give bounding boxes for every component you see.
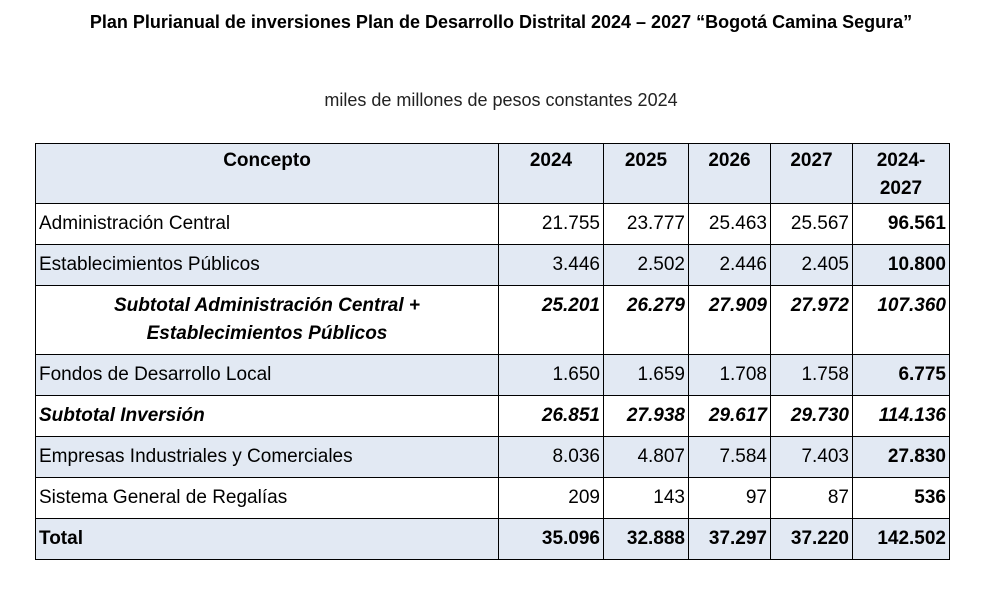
table-header-row: Concepto 2024 2025 2026 2027 2024-2027	[35, 143, 950, 204]
row-total: 27.830	[852, 436, 950, 478]
row-value-2027: 1.758	[770, 354, 853, 396]
row-value-2026: 7.584	[688, 436, 771, 478]
table-row: Establecimientos Públicos 3.446 2.502 2.…	[35, 244, 950, 286]
table-row-subtotal: Subtotal Inversión 26.851 27.938 29.617 …	[35, 395, 950, 437]
row-value-2024: 26.851	[498, 395, 604, 437]
row-concept: Subtotal Administración Central + Establ…	[35, 285, 499, 355]
table-row: Empresas Industriales y Comerciales 8.03…	[35, 436, 950, 478]
row-value-2025: 23.777	[603, 203, 689, 245]
row-value-2027: 27.972	[770, 285, 853, 355]
row-concept: Fondos de Desarrollo Local	[35, 354, 499, 396]
row-value-2024: 209	[498, 477, 604, 519]
row-value-2024: 8.036	[498, 436, 604, 478]
row-concept: Sistema General de Regalías	[35, 477, 499, 519]
row-value-2025: 2.502	[603, 244, 689, 286]
row-concept: Subtotal Inversión	[35, 395, 499, 437]
header-2026: 2026	[688, 143, 771, 204]
row-total: 142.502	[852, 518, 950, 560]
row-value-2025: 32.888	[603, 518, 689, 560]
row-total: 114.136	[852, 395, 950, 437]
row-value-2027: 7.403	[770, 436, 853, 478]
row-total: 10.800	[852, 244, 950, 286]
row-total: 536	[852, 477, 950, 519]
row-value-2025: 4.807	[603, 436, 689, 478]
row-value-2024: 35.096	[498, 518, 604, 560]
investment-table: Concepto 2024 2025 2026 2027 2024-2027 A…	[35, 143, 950, 560]
row-value-2027: 2.405	[770, 244, 853, 286]
page-title: Plan Plurianual de inversiones Plan de D…	[89, 12, 913, 32]
row-value-2024: 1.650	[498, 354, 604, 396]
row-value-2024: 3.446	[498, 244, 604, 286]
header-2027: 2027	[770, 143, 853, 204]
row-concept: Total	[35, 518, 499, 560]
table-row: Administración Central 21.755 23.777 25.…	[35, 203, 950, 245]
row-value-2026: 27.909	[688, 285, 771, 355]
row-concept: Administración Central	[35, 203, 499, 245]
row-value-2025: 27.938	[603, 395, 689, 437]
row-value-2024: 21.755	[498, 203, 604, 245]
header-2025: 2025	[603, 143, 689, 204]
table-row-total: Total 35.096 32.888 37.297 37.220 142.50…	[35, 518, 950, 560]
row-concept: Empresas Industriales y Comerciales	[35, 436, 499, 478]
page-subtitle: miles de millones de pesos constantes 20…	[324, 90, 678, 110]
row-value-2024: 25.201	[498, 285, 604, 355]
row-value-2026: 1.708	[688, 354, 771, 396]
row-concept: Establecimientos Públicos	[35, 244, 499, 286]
table-row: Fondos de Desarrollo Local 1.650 1.659 1…	[35, 354, 950, 396]
row-value-2026: 2.446	[688, 244, 771, 286]
row-value-2027: 37.220	[770, 518, 853, 560]
row-value-2027: 25.567	[770, 203, 853, 245]
row-value-2025: 143	[603, 477, 689, 519]
row-value-2026: 29.617	[688, 395, 771, 437]
table-row-subtotal: Subtotal Administración Central + Establ…	[35, 285, 950, 355]
header-2024: 2024	[498, 143, 604, 204]
row-value-2025: 1.659	[603, 354, 689, 396]
row-total: 6.775	[852, 354, 950, 396]
row-value-2026: 37.297	[688, 518, 771, 560]
header-total: 2024-2027	[852, 143, 950, 204]
row-total: 107.360	[852, 285, 950, 355]
table-row: Sistema General de Regalías 209 143 97 8…	[35, 477, 950, 519]
row-total: 96.561	[852, 203, 950, 245]
header-concepto: Concepto	[35, 143, 499, 204]
row-value-2026: 25.463	[688, 203, 771, 245]
row-value-2027: 29.730	[770, 395, 853, 437]
row-value-2026: 97	[688, 477, 771, 519]
row-value-2025: 26.279	[603, 285, 689, 355]
row-value-2027: 87	[770, 477, 853, 519]
